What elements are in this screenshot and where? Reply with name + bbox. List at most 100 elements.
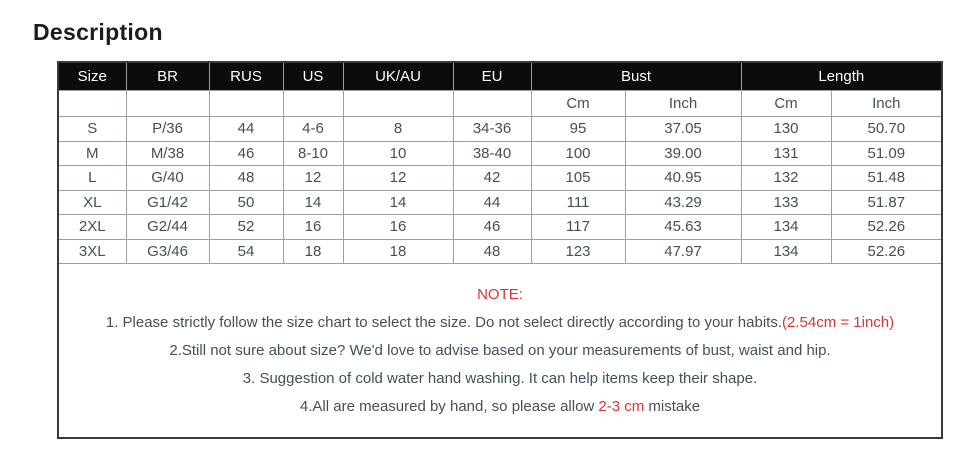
column-header-size: Size [57, 61, 127, 91]
table-row: L G/40 48 12 12 42 105 40.95 132 51.48 [57, 165, 943, 191]
note-lines: 1. Please strictly follow the size chart… [59, 309, 941, 421]
table-cell: 134 [740, 214, 832, 240]
table-cell: 52.26 [830, 238, 943, 264]
subcolumn-header-length-inch: Inch [830, 90, 943, 117]
table-cell: 47.97 [624, 238, 742, 264]
table-cell: G1/42 [125, 189, 210, 215]
table-cell: 4-6 [282, 116, 344, 142]
table-cell: 40.95 [624, 165, 742, 191]
table-cell: XL [57, 189, 127, 215]
size-chart-table: Size BR RUS US UK/AU EU Bust Length Cm I… [57, 61, 944, 439]
table-cell: 10 [342, 140, 454, 166]
table-cell: 42 [452, 165, 532, 191]
table-cell: P/36 [125, 116, 210, 142]
note-highlight-text: 2-3 cm [598, 397, 645, 415]
table-cell: 16 [282, 214, 344, 240]
table-cell: 8 [342, 116, 454, 142]
empty-cell [125, 90, 210, 117]
table-cell: 14 [342, 189, 454, 215]
empty-cell [57, 90, 127, 117]
table-cell: 50.70 [830, 116, 943, 142]
table-cell: 52.26 [830, 214, 943, 240]
note-line: 1. Please strictly follow the size chart… [59, 309, 941, 337]
table-cell: 52 [208, 214, 284, 240]
note-text: mistake [644, 397, 701, 415]
table-cell: 39.00 [624, 140, 742, 166]
table-row: M M/38 46 8-10 10 38-40 100 39.00 131 51.09 [57, 140, 943, 166]
table-cell: 2XL [57, 214, 127, 240]
empty-cell [282, 90, 344, 117]
column-header-eu: EU [452, 61, 532, 91]
column-header-length: Length [740, 61, 943, 91]
table-cell: 44 [452, 189, 532, 215]
table-cell: 132 [740, 165, 832, 191]
table-cell: 123 [530, 238, 626, 264]
table-cell: 8-10 [282, 140, 344, 166]
note-cell: NOTE: 1. Please strictly follow the size… [57, 263, 943, 439]
table-cell: 130 [740, 116, 832, 142]
table-cell: 95 [530, 116, 626, 142]
subcolumn-header-length-cm: Cm [740, 90, 832, 117]
table-cell: 46 [452, 214, 532, 240]
table-cell: 18 [342, 238, 454, 264]
note-line: 2.Still not sure about size? We'd love t… [59, 337, 941, 365]
table-cell: 131 [740, 140, 832, 166]
table-row: XL G1/42 50 14 14 44 111 43.29 133 51.87 [57, 189, 943, 215]
table-cell: G3/46 [125, 238, 210, 264]
note-line: 4.All are measured by hand, so please al… [59, 393, 941, 421]
table-row: S P/36 44 4-6 8 34-36 95 37.05 130 50.70 [57, 116, 943, 142]
table-cell: 44 [208, 116, 284, 142]
column-header-us: US [282, 61, 344, 91]
table-cell: 133 [740, 189, 832, 215]
table-cell: 111 [530, 189, 626, 215]
table-cell: 46 [208, 140, 284, 166]
table-cell: 12 [282, 165, 344, 191]
note-text: 2.Still not sure about size? We'd love t… [169, 341, 831, 359]
note-text: 1. Please strictly follow the size chart… [105, 313, 783, 331]
table-cell: L [57, 165, 127, 191]
empty-cell [342, 90, 454, 117]
empty-cell [452, 90, 532, 117]
table-cell: 3XL [57, 238, 127, 264]
table-cell: 14 [282, 189, 344, 215]
table-cell: 16 [342, 214, 454, 240]
note-text: 3. Suggestion of cold water hand washing… [242, 369, 758, 387]
table-cell: G2/44 [125, 214, 210, 240]
table-cell: 48 [208, 165, 284, 191]
table-cell: M [57, 140, 127, 166]
table-cell: 51.87 [830, 189, 943, 215]
column-header-rus: RUS [208, 61, 284, 91]
note-line: 3. Suggestion of cold water hand washing… [59, 365, 941, 393]
subcolumn-header-bust-cm: Cm [530, 90, 626, 117]
table-cell: 100 [530, 140, 626, 166]
note-highlight-text: (2.54cm = 1inch) [782, 313, 895, 331]
note-title: NOTE: [477, 285, 523, 303]
note-row: NOTE: 1. Please strictly follow the size… [57, 263, 943, 439]
table-cell: G/40 [125, 165, 210, 191]
table-header-row: Size BR RUS US UK/AU EU Bust Length [57, 61, 943, 91]
subcolumn-header-bust-inch: Inch [624, 90, 742, 117]
table-cell: 50 [208, 189, 284, 215]
table-cell: 12 [342, 165, 454, 191]
table-cell: 117 [530, 214, 626, 240]
table-cell: 51.09 [830, 140, 943, 166]
table-row: 3XL G3/46 54 18 18 48 123 47.97 134 52.26 [57, 238, 943, 264]
table-cell: M/38 [125, 140, 210, 166]
page-title: Description [33, 19, 163, 45]
column-header-bust: Bust [530, 61, 742, 91]
table-cell: 134 [740, 238, 832, 264]
column-header-br: BR [125, 61, 210, 91]
empty-cell [208, 90, 284, 117]
note-text: 4.All are measured by hand, so please al… [299, 397, 599, 415]
table-cell: 45.63 [624, 214, 742, 240]
column-header-ukau: UK/AU [342, 61, 454, 91]
table-row: 2XL G2/44 52 16 16 46 117 45.63 134 52.26 [57, 214, 943, 240]
table-cell: 18 [282, 238, 344, 264]
table-cell: 34-36 [452, 116, 532, 142]
table-cell: 54 [208, 238, 284, 264]
table-subheader-row: Cm Inch Cm Inch [57, 90, 943, 117]
table-cell: 51.48 [830, 165, 943, 191]
table-cell: 48 [452, 238, 532, 264]
table-cell: 38-40 [452, 140, 532, 166]
